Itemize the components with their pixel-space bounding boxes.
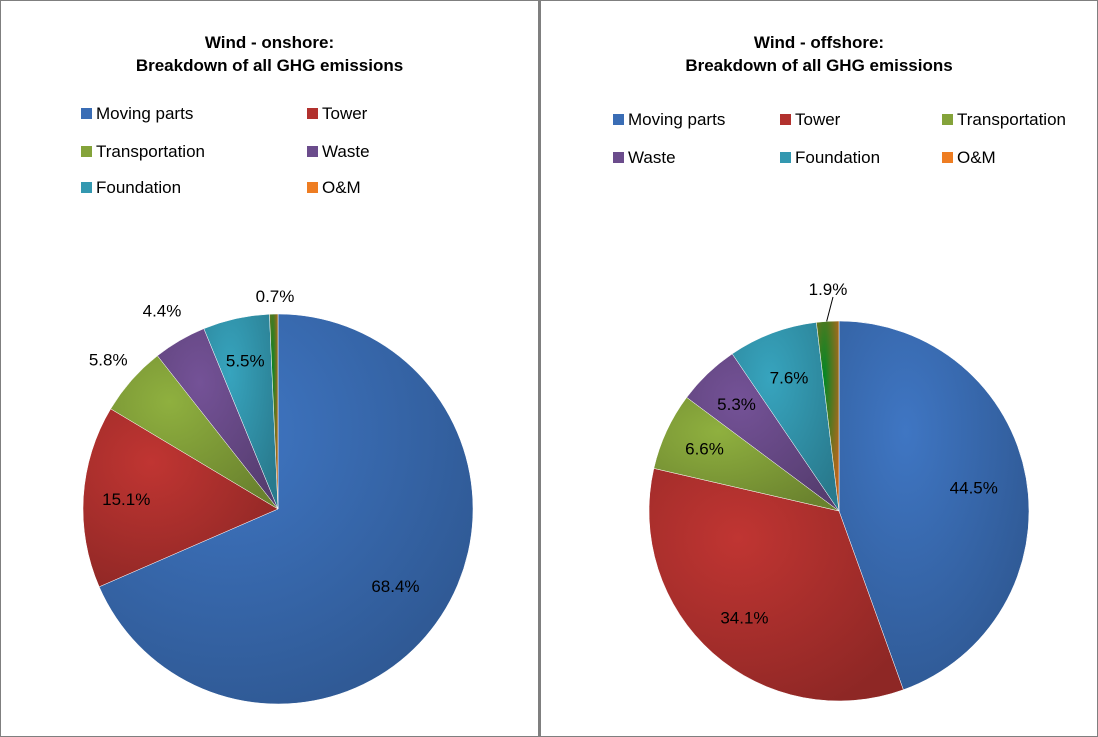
legend-entry-moving-parts: Moving parts: [613, 110, 725, 129]
legend-entry-tower: Tower: [780, 110, 841, 129]
chart-title: Wind - offshore: Breakdown of all GHG em…: [541, 31, 1097, 77]
onshore-chart-panel: Wind - onshore: Breakdown of all GHG emi…: [0, 0, 539, 737]
legend-label: Tower: [322, 104, 368, 123]
data-label-transportation: 6.6%: [685, 440, 724, 459]
legend-swatch: [942, 114, 953, 125]
pie-slice-tower: [648, 468, 904, 702]
chart-title-line-1: Wind - onshore:: [204, 33, 335, 52]
legend-entry-moving-parts: Moving parts: [81, 104, 193, 123]
legend-label: Transportation: [957, 110, 1066, 129]
legend-swatch: [307, 182, 318, 193]
legend-swatch: [780, 152, 791, 163]
legend-entry-waste: Waste: [613, 148, 676, 167]
chart-title: Wind - onshore: Breakdown of all GHG emi…: [1, 31, 538, 77]
legend-swatch: [81, 108, 92, 119]
data-label-moving-parts: 44.5%: [950, 478, 998, 497]
legend-swatch: [81, 146, 92, 157]
legend-label: Tower: [795, 110, 841, 129]
legend-label: Moving parts: [96, 104, 193, 123]
data-label-oandm: 1.9%: [809, 280, 848, 299]
data-label-transportation: 5.8%: [89, 351, 128, 370]
legend-swatch: [780, 114, 791, 125]
legend-entry-foundation: Foundation: [780, 148, 880, 167]
legend-swatch: [613, 114, 624, 125]
legend-swatch: [307, 108, 318, 119]
pie-slice-oandm: [816, 320, 840, 512]
legend-label: Waste: [322, 142, 370, 161]
legend-swatch: [307, 146, 318, 157]
legend-entry-transportation: Transportation: [942, 110, 1066, 129]
pie-slice-oandm: [269, 313, 279, 510]
chart-title-line-2: Breakdown of all GHG emissions: [135, 56, 404, 75]
data-label-moving-parts: 68.4%: [371, 577, 419, 596]
label-leader-line: [826, 296, 834, 322]
chart-title-line-1: Wind - offshore:: [753, 33, 885, 52]
data-label-tower: 34.1%: [720, 609, 768, 628]
legend-swatch: [81, 182, 92, 193]
data-label-tower: 15.1%: [102, 490, 150, 509]
data-label-waste: 4.4%: [143, 301, 182, 320]
legend-label: Transportation: [96, 142, 205, 161]
legend-entry-transportation: Transportation: [81, 142, 205, 161]
legend-swatch: [942, 152, 953, 163]
offshore-pie-chart: Moving parts Tower Transportation Waste Foun…: [613, 110, 1066, 702]
legend-label: O&M: [322, 178, 361, 197]
data-label-foundation: 7.6%: [770, 369, 809, 388]
legend-entry-waste: Waste: [307, 142, 370, 161]
data-label-foundation: 5.5%: [226, 351, 265, 370]
pie-slice-moving-parts: [98, 313, 474, 705]
legend-entry-tower: Tower: [307, 104, 368, 123]
legend-entry-oandm: O&M: [942, 148, 996, 167]
legend-swatch: [613, 152, 624, 163]
data-label-oandm: 0.7%: [256, 287, 295, 306]
legend-label: Moving parts: [628, 110, 725, 129]
legend-label: Foundation: [96, 178, 181, 197]
pie-slice-moving-parts: [838, 320, 1030, 691]
legend-label: Waste: [628, 148, 676, 167]
legend-entry-oandm: O&M: [307, 178, 361, 197]
pie-slice-tower: [82, 408, 279, 588]
legend-label: Foundation: [795, 148, 880, 167]
legend-entry-foundation: Foundation: [81, 178, 181, 197]
offshore-chart-panel: Wind - offshore: Breakdown of all GHG em…: [539, 0, 1098, 737]
chart-title-line-2: Breakdown of all GHG emissions: [685, 56, 953, 75]
legend-label: O&M: [957, 148, 996, 167]
onshore-pie-chart: Moving parts Tower Transportation Waste Foun…: [81, 104, 474, 705]
data-label-waste: 5.3%: [717, 395, 756, 414]
